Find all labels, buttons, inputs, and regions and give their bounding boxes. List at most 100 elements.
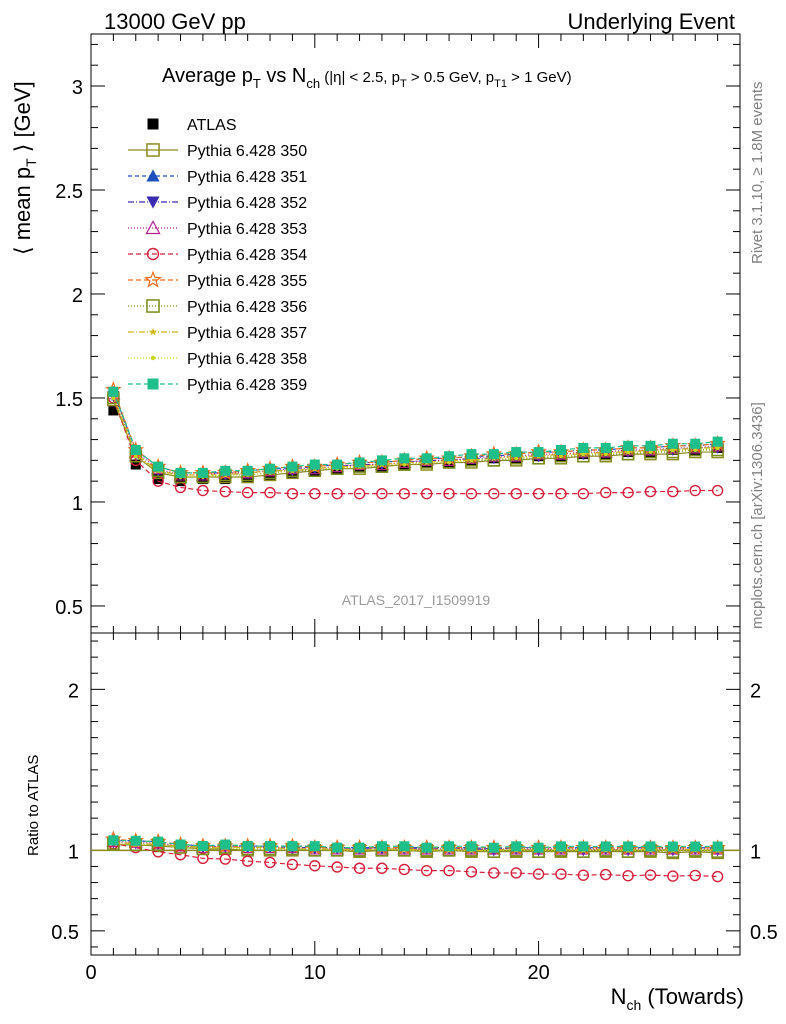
data-point (265, 463, 276, 474)
ratio-y-tick-label-right: 1 (750, 841, 761, 863)
legend-item: Pythia 6.428 356 (128, 299, 307, 316)
data-point (376, 455, 387, 466)
ratio-y-tick-label-right: 0.5 (750, 922, 778, 944)
data-point (264, 486, 276, 499)
header-left: 13000 GeV pp (104, 9, 246, 34)
data-point (146, 143, 160, 157)
data-point (600, 841, 611, 852)
data-point (398, 863, 411, 876)
chart-title: Average pT vs Nch (|η| < 2.5, pT > 0.5 G… (162, 65, 572, 91)
data-point (469, 458, 474, 463)
data-point (555, 444, 566, 455)
data-point (153, 836, 164, 847)
data-point (645, 841, 656, 852)
ratio-y-label: Ratio to ATLAS (25, 755, 42, 856)
legend-label: Pythia 6.428 351 (187, 169, 307, 186)
data-point (466, 449, 477, 460)
y-tick-label: 1 (72, 493, 83, 515)
data-point (532, 868, 545, 880)
data-point (286, 858, 299, 871)
data-point (148, 327, 158, 336)
x-axis-label: Nch (Towards) (611, 984, 744, 1013)
data-point (444, 841, 455, 852)
legend-item: Pythia 6.428 357 (128, 325, 307, 342)
data-point (555, 868, 567, 880)
data-point (600, 486, 612, 499)
data-point (175, 476, 186, 487)
data-point (146, 169, 160, 182)
data-point (488, 842, 499, 853)
data-point (667, 870, 679, 882)
data-point (577, 869, 590, 881)
data-point (376, 487, 388, 500)
series-line (112, 397, 718, 478)
data-point (331, 487, 343, 500)
data-point (711, 870, 724, 883)
ratio-series-line (113, 844, 718, 854)
data-point (241, 486, 254, 499)
data-point (466, 841, 477, 852)
data-point (667, 485, 679, 498)
data-point (146, 299, 160, 313)
legend-item: Pythia 6.428 355 (128, 270, 307, 290)
data-point (309, 459, 320, 470)
data-point (578, 841, 589, 852)
data-point (514, 456, 519, 461)
legend-item: Pythia 6.428 353 (128, 220, 307, 238)
data-point (690, 438, 701, 449)
legend-label: Pythia 6.428 354 (187, 247, 307, 264)
series-line (112, 397, 718, 478)
data-point (130, 459, 141, 470)
y-tick-label: 2 (72, 285, 83, 307)
ratio-y-tick-label-right: 2 (750, 680, 761, 702)
data-point (219, 853, 231, 865)
data-point (443, 864, 455, 877)
data-point (242, 841, 253, 852)
data-point (309, 487, 321, 500)
series-line (112, 397, 718, 495)
data-point (111, 395, 116, 400)
legend-item: ATLAS (147, 117, 237, 134)
data-point (309, 860, 321, 872)
data-point (175, 467, 186, 478)
data-point (354, 842, 365, 853)
legend-item: Pythia 6.428 352 (128, 195, 307, 212)
data-point (443, 487, 455, 500)
legend-label: Pythia 6.428 352 (187, 195, 307, 212)
data-point (399, 841, 410, 852)
data-point (220, 839, 231, 850)
data-point (444, 451, 455, 462)
data-point (197, 840, 208, 851)
data-point (420, 864, 433, 877)
data-point (465, 487, 478, 500)
data-point (287, 461, 298, 472)
series-line (112, 395, 718, 476)
data-point (144, 270, 162, 288)
rivet-label: Rivet 3.1.10, ≥ 1.8M events (749, 82, 766, 265)
data-point (648, 450, 653, 455)
data-point (197, 467, 208, 478)
ratio-series-line (113, 839, 718, 850)
legend-label: ATLAS (187, 117, 237, 134)
data-point (242, 465, 253, 476)
data-point (147, 378, 159, 390)
data-point (286, 487, 299, 500)
ratio-series-line (113, 841, 718, 851)
ratio-y-tick-label: 0.5 (51, 922, 79, 944)
data-point (241, 855, 254, 867)
data-point (354, 457, 365, 468)
data-point (152, 846, 164, 858)
data-point (510, 867, 522, 879)
data-point (108, 386, 119, 397)
ratio-series-line (113, 843, 718, 851)
data-point (402, 462, 407, 467)
series-10 (108, 386, 723, 478)
data-point (488, 449, 499, 460)
data-point (510, 487, 522, 500)
data-point (353, 862, 366, 874)
series-4 (106, 386, 725, 481)
data-point (421, 842, 432, 853)
data-point (577, 487, 590, 500)
data-point (622, 869, 634, 882)
